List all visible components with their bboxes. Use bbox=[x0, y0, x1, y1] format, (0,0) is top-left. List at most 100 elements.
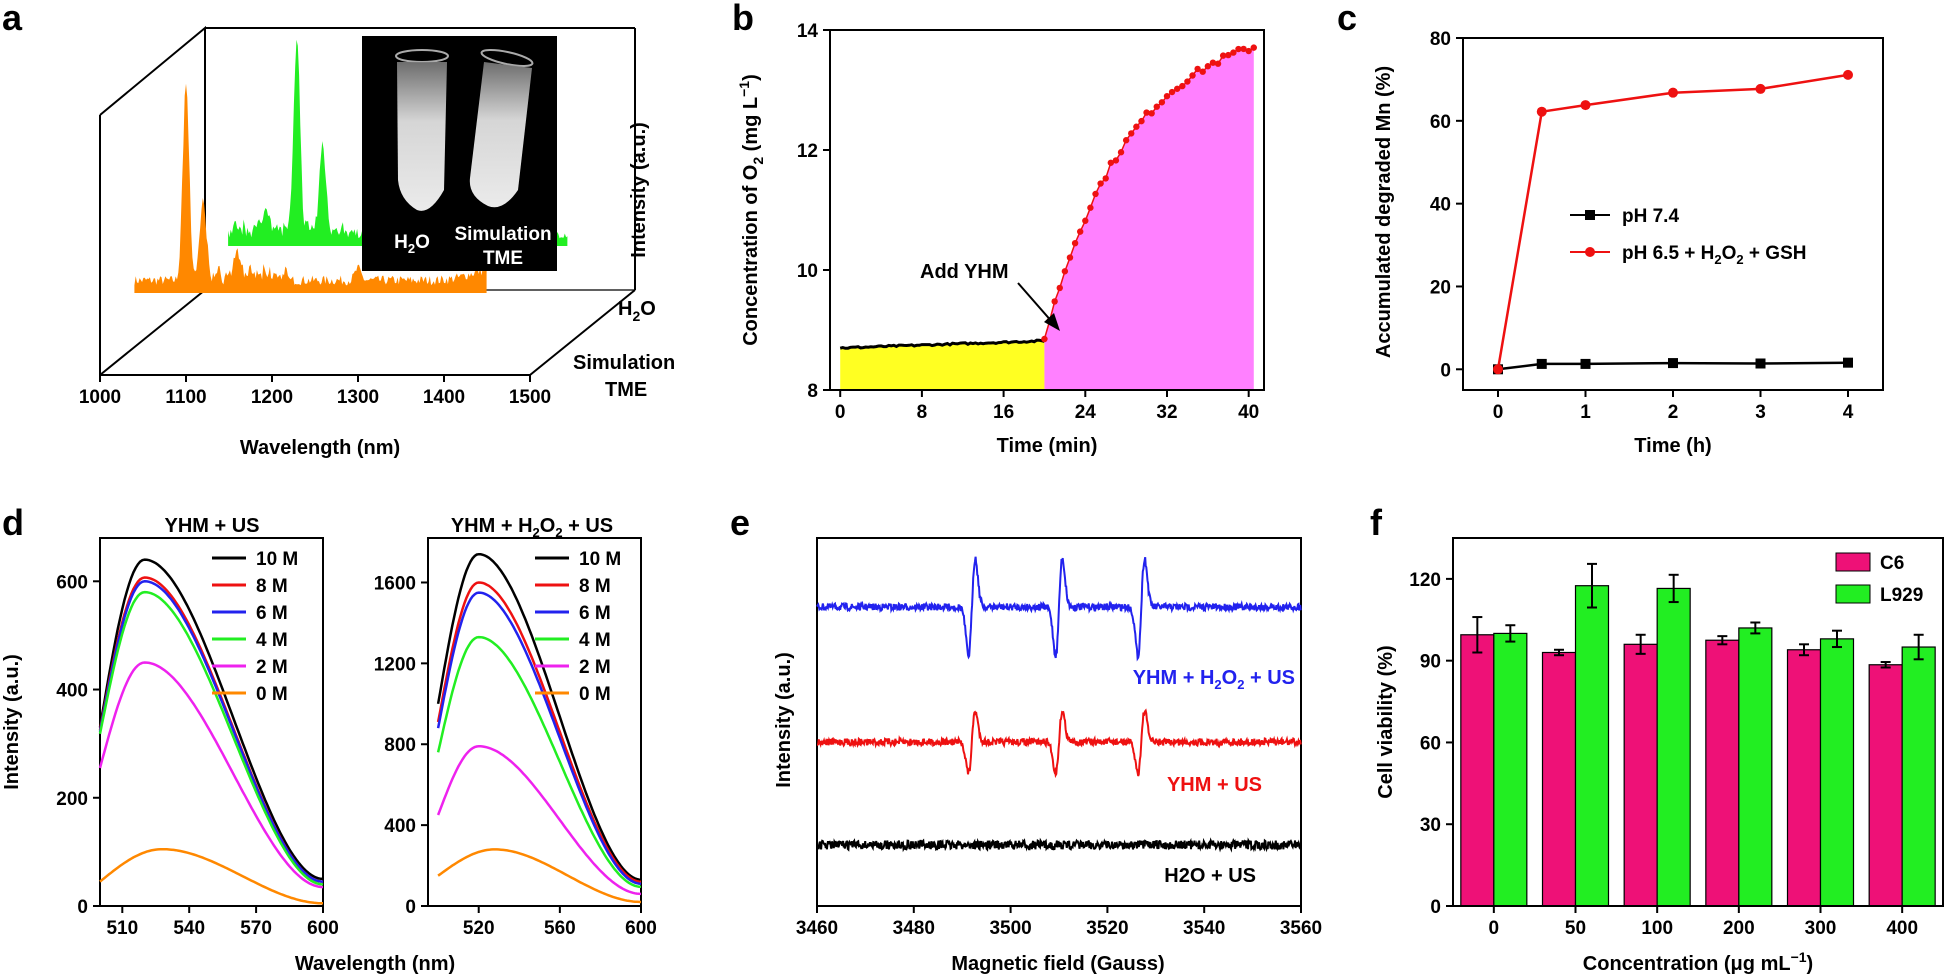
panel-d2-title: YHM + H2O2 + US bbox=[451, 515, 613, 540]
panel-letter-b: b bbox=[732, 0, 754, 38]
rise-point bbox=[1097, 180, 1104, 187]
panel-letter-d: d bbox=[2, 502, 24, 543]
rise-point bbox=[1138, 117, 1145, 125]
panel-d1-legend: 10 M 8 M 6 M 4 M 2 M 0 M bbox=[212, 549, 298, 705]
panel-a-x-ticks: 1000 1100 1200 1300 1400 1500 bbox=[79, 375, 551, 408]
legend-label-d2: 0 M bbox=[579, 684, 611, 705]
panel-b-xtick-label: 24 bbox=[1075, 402, 1097, 423]
bar-L929-50 bbox=[1574, 585, 1610, 907]
legend-marker-ph65 bbox=[1585, 247, 1595, 257]
legend-swatch-l929 bbox=[1835, 584, 1871, 604]
rise-point bbox=[1112, 157, 1120, 164]
panel-a-xlabel: Wavelength (nm) bbox=[240, 437, 400, 459]
panel-letter-f: f bbox=[1370, 502, 1383, 543]
panel-b-xtick-label: 8 bbox=[917, 402, 928, 423]
panel-f-xtick-label: 300 bbox=[1805, 918, 1837, 939]
panel-b-ytick-label: 10 bbox=[797, 261, 818, 282]
inset-label-tme: TME bbox=[483, 248, 523, 269]
rise-point bbox=[1076, 228, 1084, 235]
rise-point bbox=[1250, 44, 1257, 51]
d2-series-6-M bbox=[436, 591, 642, 886]
rise-point bbox=[1061, 268, 1069, 275]
add-yhm-annotation: Add YHM bbox=[920, 261, 1009, 283]
panel-f-legend: C6 L929 bbox=[1835, 552, 1923, 606]
series-point-ph65 bbox=[1493, 364, 1503, 375]
panel-f-ytick-label: 90 bbox=[1420, 652, 1441, 673]
rise-point bbox=[1041, 335, 1048, 343]
bar-C6-400 bbox=[1868, 664, 1903, 907]
label-yhm-us: YHM + US bbox=[1167, 774, 1262, 796]
series-point-ph74 bbox=[1843, 357, 1853, 368]
panel-f-ytick-label: 30 bbox=[1420, 815, 1441, 836]
panel-b-ytick-label: 12 bbox=[797, 141, 818, 162]
d1-series-10-M bbox=[98, 558, 324, 881]
legend-ph74: pH 7.4 bbox=[1622, 206, 1679, 227]
legend-label-d1: 0 M bbox=[256, 684, 288, 705]
panel-d1-ytick-label: 200 bbox=[56, 789, 88, 810]
panel-f-ylabel: Cell viability (%) bbox=[1375, 645, 1397, 798]
panel-d2-ytick-label: 400 bbox=[384, 816, 416, 837]
panel-e-frame bbox=[816, 537, 1302, 907]
rise-point bbox=[1179, 82, 1186, 90]
add-yhm-arrow bbox=[1017, 282, 1060, 331]
panel-d1-xtick-label: 570 bbox=[240, 918, 272, 939]
legend-c6: C6 bbox=[1880, 553, 1904, 574]
panel-b-ytick-label: 14 bbox=[797, 21, 819, 42]
rise-area bbox=[1044, 47, 1254, 390]
panel-d2: 520 560 600 0 400 800 1200 1600 10 M 8 M 6 M 4 M 2 … bbox=[295, 515, 657, 975]
panel-c-ytick-label: 80 bbox=[1430, 29, 1451, 50]
rise-point bbox=[1082, 217, 1089, 224]
series-point-ph65 bbox=[1843, 69, 1853, 80]
panel-d1-title: YHM + US bbox=[164, 515, 259, 537]
panel-f-xtick-label: 0 bbox=[1489, 918, 1500, 939]
rise-point bbox=[1235, 45, 1242, 53]
rise-point bbox=[1133, 123, 1140, 130]
panel-b-ylabel: Concentration of O2 (mg L−1) bbox=[736, 74, 766, 346]
panel-f-bars bbox=[1460, 562, 1936, 907]
panel-a-xtick-label: 1500 bbox=[509, 387, 551, 408]
panel-b-xtick-label: 40 bbox=[1238, 402, 1259, 423]
d1-series-2-M bbox=[98, 661, 324, 889]
series-point-ph74 bbox=[1668, 358, 1678, 369]
panel-d1-ytick-label: 600 bbox=[56, 572, 88, 593]
d2-series-2-M bbox=[436, 745, 642, 896]
bar-C6-200 bbox=[1705, 639, 1740, 907]
series-line-1 bbox=[1496, 73, 1849, 370]
rise-point bbox=[1194, 65, 1201, 73]
rise-point bbox=[1071, 239, 1079, 247]
d1-series-6-M bbox=[98, 580, 324, 883]
h2o-spectrum bbox=[228, 39, 568, 246]
bar-C6-300 bbox=[1786, 649, 1822, 907]
panel-d2-ytick-label: 1200 bbox=[374, 654, 416, 675]
rise-point bbox=[1184, 78, 1191, 85]
panel-c-xlabel: Time (h) bbox=[1634, 435, 1711, 457]
rise-point bbox=[1122, 137, 1130, 144]
panel-d2-frame bbox=[427, 537, 642, 907]
depth-label-simulation: Simulation bbox=[573, 352, 675, 374]
panel-f: 0 30 60 90 120 0 50 100 200 300 400 Concentration … bbox=[1375, 537, 1944, 975]
panel-c-ylabel: Accumulated degraded Mn (%) bbox=[1373, 66, 1395, 358]
panel-e-xtick-label: 3460 bbox=[796, 918, 838, 939]
panel-a-xtick-label: 1100 bbox=[165, 387, 206, 408]
panel-d2-xtick-label: 560 bbox=[544, 918, 576, 939]
panel-d2-ytick-label: 1600 bbox=[374, 573, 416, 594]
rise-point bbox=[1168, 88, 1176, 96]
panel-e: 3460 3480 3500 3520 3540 3560 Magnetic field … bbox=[773, 537, 1322, 975]
legend-label-d1: 2 M bbox=[256, 657, 288, 678]
series-point-ph65 bbox=[1536, 106, 1547, 117]
panel-c-ytick-label: 20 bbox=[1430, 277, 1451, 298]
panel-b-xlabel: Time (min) bbox=[997, 435, 1098, 457]
panel-b-ytick-label: 8 bbox=[807, 381, 818, 402]
legend-swatch-c6 bbox=[1835, 552, 1871, 572]
d1-series-8-M bbox=[98, 576, 324, 883]
bar-C6-50 bbox=[1541, 651, 1577, 907]
panel-c-ytick-label: 60 bbox=[1430, 112, 1451, 133]
panel-a-xtick-label: 1000 bbox=[79, 387, 121, 408]
panel-f-ticks: 0 30 60 90 120 0 50 100 200 300 400 bbox=[1409, 570, 1918, 939]
legend-label-d2: 4 M bbox=[579, 630, 611, 651]
panel-a-xtick-label: 1200 bbox=[251, 387, 293, 408]
panel-letter-a: a bbox=[2, 0, 23, 38]
panel-e-ticks: 3460 3480 3500 3520 3540 3560 bbox=[796, 906, 1322, 939]
